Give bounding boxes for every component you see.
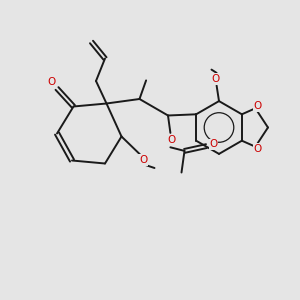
Text: O: O: [167, 135, 176, 146]
Text: O: O: [254, 144, 262, 154]
Text: O: O: [211, 74, 219, 84]
Text: O: O: [139, 155, 147, 165]
Text: O: O: [209, 139, 218, 149]
Text: O: O: [48, 77, 56, 87]
Text: O: O: [254, 101, 262, 111]
